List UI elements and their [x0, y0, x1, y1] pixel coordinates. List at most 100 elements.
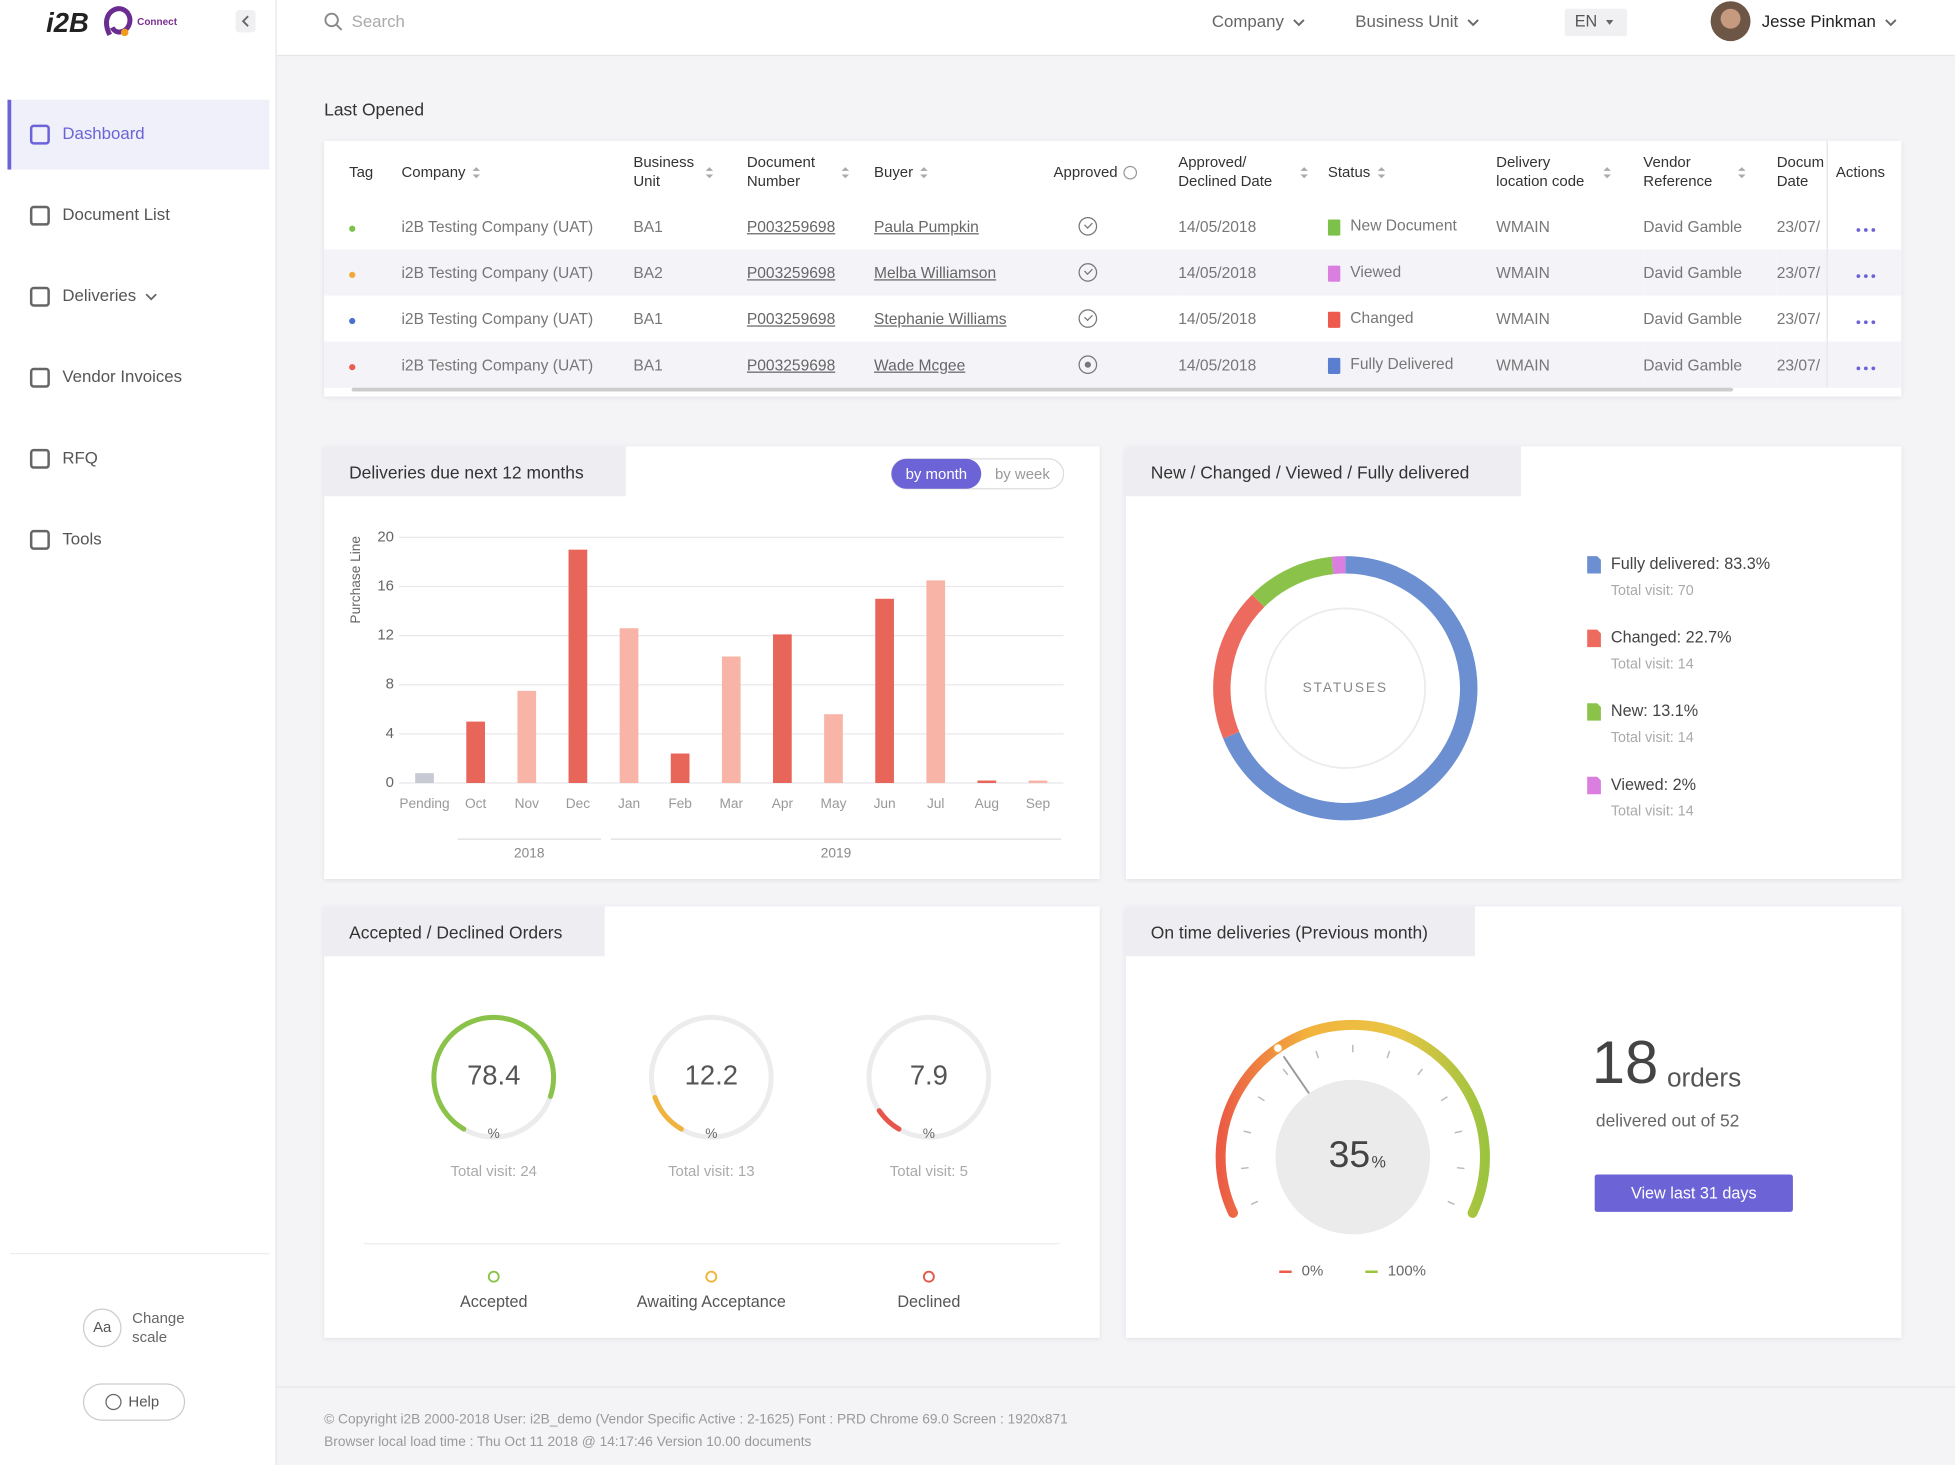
sort-icon[interactable] [841, 166, 850, 178]
legend-icon [1587, 776, 1601, 795]
speedometer-unit: % [1371, 1154, 1385, 1172]
column-header[interactable]: Delivery location code [1496, 141, 1643, 203]
table-row[interactable]: i2B Testing Company (UAT) BA1 P003259698 St… [324, 295, 1902, 342]
cell-text: David Gamble [1643, 309, 1743, 328]
x-tick-label: Oct [465, 796, 487, 811]
nav-item[interactable]: Document List [62, 205, 170, 224]
logo-mark [104, 6, 133, 37]
nav-item[interactable]: RFQ [62, 448, 98, 467]
table-cell: WMAIN [1496, 249, 1644, 296]
cell-text[interactable]: Wade Mcgee [874, 355, 966, 374]
user-name[interactable]: Jesse Pinkman [1762, 12, 1876, 31]
menu-chevron [1467, 19, 1479, 27]
donut-segment [1213, 594, 1265, 739]
table-cell: BA2 [633, 249, 747, 296]
sort-icon[interactable] [705, 166, 714, 178]
row-actions[interactable] [1855, 365, 1875, 370]
bar [466, 721, 486, 783]
table-row[interactable]: i2B Testing Company (UAT) BA1 P003259698 Pa… [324, 203, 1902, 250]
column-header[interactable]: Buyer [874, 141, 1054, 203]
table-cell: i2B Testing Company (UAT) [401, 295, 633, 341]
cell-text[interactable]: Paula Pumpkin [874, 217, 979, 236]
action-dot [1863, 227, 1868, 232]
row-actions[interactable] [1855, 273, 1875, 278]
nav-icon [29, 205, 50, 226]
table-row[interactable]: i2B Testing Company (UAT) BA1 P003259698 Wa… [324, 341, 1902, 388]
scale-button[interactable] [82, 1308, 122, 1348]
cell-text[interactable]: P003259698 [746, 263, 836, 282]
scrollbar[interactable] [351, 387, 1734, 392]
column-header[interactable]: Vendor Reference [1643, 141, 1776, 203]
column-header: Docum Date [1777, 141, 1827, 203]
sort-icon[interactable] [1377, 166, 1386, 178]
language-select[interactable] [1564, 8, 1628, 37]
header-menu[interactable]: Business Unit [1355, 12, 1458, 31]
bar [926, 580, 946, 783]
cell-text: i2B Testing Company (UAT) [401, 355, 594, 374]
legend-marker [922, 1270, 935, 1283]
sort-icon[interactable] [472, 166, 481, 178]
language-label: EN [1575, 13, 1598, 31]
cell-text[interactable]: Stephanie Williams [874, 309, 1007, 328]
column-header[interactable]: Company [401, 141, 633, 203]
button-label[interactable]: View last 31 days [1631, 1185, 1757, 1203]
sort-icon[interactable] [1300, 166, 1308, 178]
table-cell: BA1 [633, 341, 747, 388]
table-cell [1825, 249, 1902, 296]
row-actions[interactable] [1855, 319, 1875, 324]
status-icon [1327, 218, 1341, 236]
column-header[interactable]: Approved/ Declined Date [1178, 141, 1328, 203]
nav-item[interactable]: Vendor Invoices [62, 367, 182, 386]
speedometer-arc [1215, 1019, 1490, 1218]
sort-icon[interactable] [1738, 166, 1746, 178]
column-header[interactable]: Document Number [747, 141, 874, 203]
table-cell: David Gamble [1643, 295, 1776, 341]
cell-text: New Document [1350, 217, 1457, 235]
bar [568, 549, 588, 783]
column-label: Company [401, 162, 466, 181]
cell-text: BA2 [633, 263, 663, 282]
search-input[interactable]: Search [352, 12, 405, 31]
column-header[interactable]: Status [1328, 141, 1496, 203]
cell-text: 14/05/2018 [1178, 309, 1257, 328]
cell-text: i2B Testing Company (UAT) [401, 263, 594, 282]
legend-label: Awaiting Acceptance [637, 1293, 786, 1311]
table-cell: 14/05/2018 [1178, 295, 1328, 341]
donut-inner [1264, 607, 1427, 769]
table-cell: New Document [1327, 203, 1496, 249]
header-menu[interactable]: Company [1212, 12, 1285, 31]
cell-text[interactable]: P003259698 [746, 217, 836, 236]
action-dot [1870, 227, 1875, 232]
table-row[interactable]: i2B Testing Company (UAT) BA2 P003259698 Me… [324, 249, 1902, 296]
action-dot [1855, 365, 1860, 370]
toggle-option[interactable]: by week [995, 466, 1050, 483]
cell-text[interactable]: P003259698 [746, 355, 836, 374]
scale-tick [1257, 1096, 1265, 1102]
column-label: Business Unit [633, 153, 695, 190]
scale-tick [1456, 1166, 1465, 1170]
header-bar [276, 0, 1955, 55]
nav-item[interactable]: Deliveries [62, 286, 136, 305]
button[interactable] [1594, 1174, 1793, 1212]
sort-icon[interactable] [1603, 166, 1611, 178]
nav-item[interactable]: Tools [62, 529, 101, 548]
gauge-track [866, 1014, 992, 1140]
column-header[interactable]: Business Unit [633, 141, 746, 203]
column-label: Actions [1835, 162, 1886, 181]
cell-text: Fully Delivered [1350, 355, 1454, 374]
legend-icon [1587, 703, 1601, 721]
cell-text[interactable]: Melba Williamson [874, 263, 997, 282]
collapse-button[interactable] [235, 9, 256, 33]
help-button[interactable] [82, 1383, 186, 1421]
nav-item[interactable]: Dashboard [62, 124, 144, 143]
cell-text[interactable]: P003259698 [746, 309, 836, 328]
avatar-face [1720, 8, 1741, 29]
toggle-option[interactable]: by month [906, 466, 968, 483]
card [1125, 906, 1902, 1338]
scale-tick [1454, 1130, 1463, 1134]
row-actions[interactable] [1855, 227, 1875, 232]
scale-tick [1417, 1068, 1423, 1076]
sort-icon[interactable] [920, 166, 929, 178]
table-cell: Wade Mcgee [874, 341, 1054, 388]
